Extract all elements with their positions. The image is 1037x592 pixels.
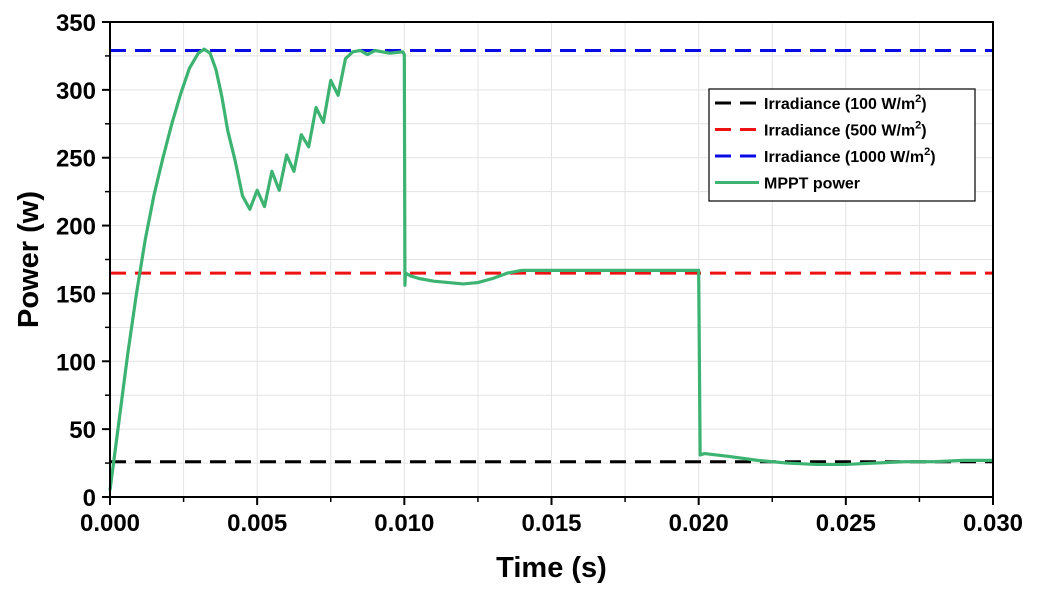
y-tick-label: 300 — [56, 78, 96, 105]
axis-ticks: 0.000 0.005 0.010 0.015 0.020 0.025 0.030 0 50 10… — [56, 10, 1023, 537]
x-tick-label: 0.025 — [816, 510, 876, 537]
legend-label: Irradiance (500 W/m2) — [764, 120, 927, 140]
y-tick-label: 150 — [56, 281, 96, 308]
legend-label: Irradiance (1000 W/m2) — [764, 146, 936, 166]
x-tick-label: 0.000 — [80, 510, 140, 537]
x-tick-label: 0.010 — [374, 510, 434, 537]
series-line-3 — [108, 47, 993, 491]
y-tick-label: 50 — [69, 417, 96, 444]
x-tick-label: 0.005 — [227, 510, 287, 537]
y-axis-title: Power (w) — [13, 191, 45, 328]
x-axis-title: Time (s) — [496, 552, 607, 584]
legend: Irradiance (100 W/m2) Irradiance (500 W/m… — [708, 88, 976, 202]
x-tick-label: 0.030 — [963, 510, 1023, 537]
legend-label: MPPT power — [764, 176, 860, 193]
x-tick-label: 0.020 — [669, 510, 729, 537]
y-tick-label: 200 — [56, 214, 96, 241]
plot-series — [108, 47, 993, 491]
legend-box — [708, 88, 976, 202]
legend-label: Irradiance (100 W/m2) — [764, 93, 927, 113]
y-tick-label: 250 — [56, 146, 96, 173]
y-tick-label: 350 — [56, 10, 96, 37]
y-tick-label: 100 — [56, 349, 96, 376]
y-tick-label: 0 — [83, 485, 96, 512]
x-tick-label: 0.015 — [521, 510, 581, 537]
